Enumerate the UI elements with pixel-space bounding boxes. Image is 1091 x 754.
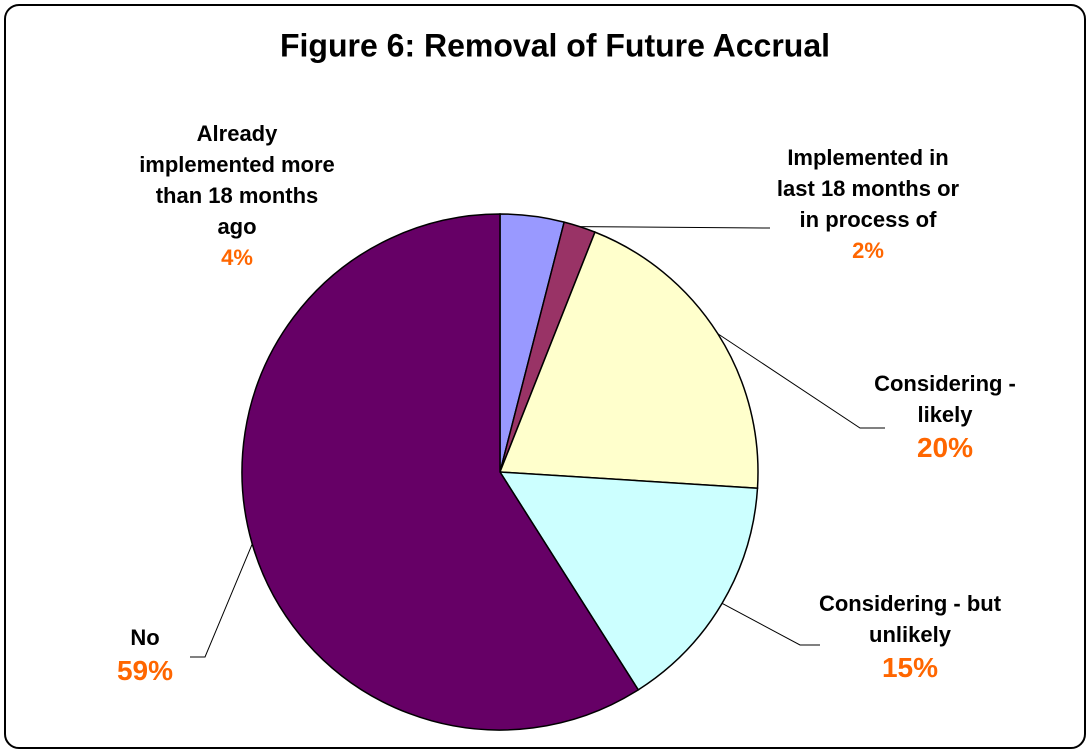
leader-line xyxy=(190,543,253,658)
pie-slice xyxy=(498,231,759,489)
data-label: Considering - but unlikely 15% xyxy=(800,588,1020,686)
data-label: No 59% xyxy=(85,622,205,689)
data-label: Considering - likely 20% xyxy=(845,368,1045,466)
category-label: Implemented in last 18 months or in proc… xyxy=(776,145,960,232)
category-label: Considering - likely xyxy=(874,371,1016,427)
category-label: Considering - but unlikely xyxy=(818,591,1002,647)
pie-slice xyxy=(498,471,759,691)
category-label: Already implemented more than 18 months … xyxy=(139,121,335,239)
data-label: Already implemented more than 18 months … xyxy=(137,118,337,273)
value-label: 59% xyxy=(116,655,174,686)
leader-line xyxy=(721,602,820,646)
chart-title: Figure 6: Removal of Future Accrual xyxy=(280,27,830,63)
data-label: Implemented in last 18 months or in proc… xyxy=(768,142,968,266)
value-label: 2% xyxy=(852,238,884,263)
pie-slice xyxy=(241,213,640,731)
category-label: No xyxy=(130,625,160,650)
value-label: 15% xyxy=(881,652,939,683)
value-label: 20% xyxy=(916,432,974,463)
value-label: 4% xyxy=(221,245,253,270)
leader-line xyxy=(717,333,885,429)
leader-line xyxy=(579,226,771,229)
